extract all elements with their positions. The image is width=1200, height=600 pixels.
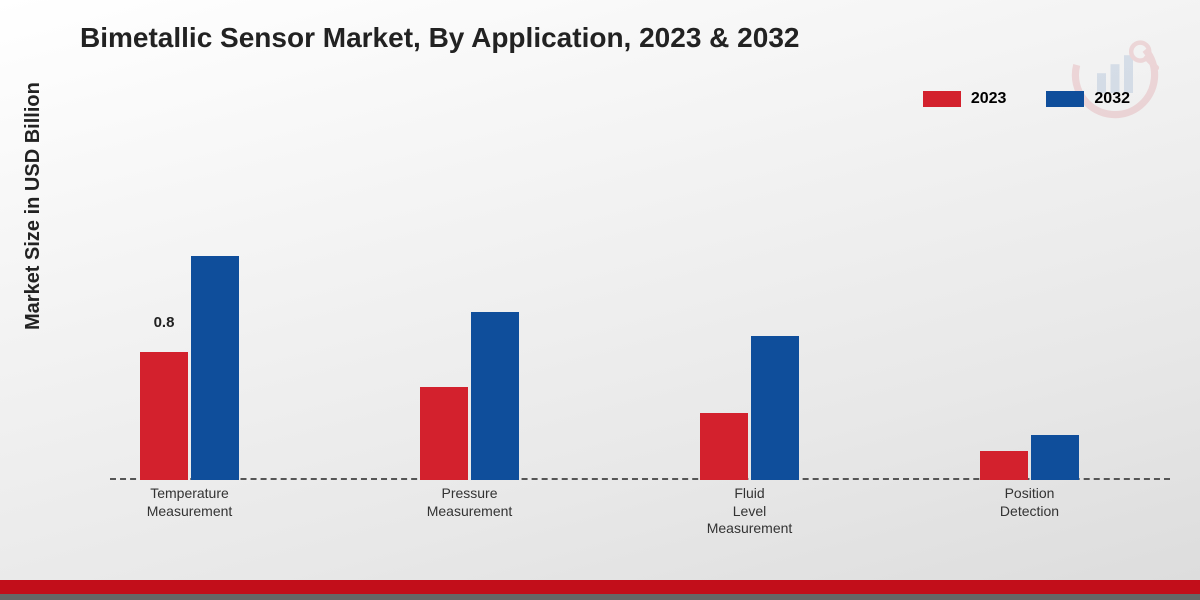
footer-red-stripe: [0, 580, 1200, 594]
bar-group: [700, 336, 799, 480]
bar-value-label: 0.8: [154, 314, 175, 331]
x-axis-category-label: Position Detection: [1000, 485, 1059, 520]
bar-group: [420, 312, 519, 480]
legend-item-2023: 2023: [923, 90, 1007, 108]
bar-2032: [471, 312, 519, 480]
x-axis-category-label: Fluid Level Measurement: [707, 485, 793, 538]
bar-2032: [1031, 435, 1079, 480]
legend: 2023 2032: [923, 90, 1130, 108]
footer-bar: [0, 580, 1200, 600]
bar-2023: [700, 413, 748, 480]
bar-group: [140, 256, 239, 480]
bar-2032: [751, 336, 799, 480]
bar-2023: [140, 352, 188, 480]
watermark-bar-icon: [1124, 55, 1133, 93]
x-axis-category-label: Temperature Measurement: [147, 485, 233, 520]
legend-swatch-2032: [1046, 91, 1084, 107]
chart-area: 0.8: [110, 160, 1170, 480]
bar-2023: [980, 451, 1028, 480]
bar-2023: [420, 387, 468, 480]
legend-label-2023: 2023: [971, 90, 1007, 108]
x-axis-category-label: Pressure Measurement: [427, 485, 513, 520]
legend-label-2032: 2032: [1094, 90, 1130, 108]
legend-swatch-2023: [923, 91, 961, 107]
watermark-bar-icon: [1111, 64, 1120, 93]
chart-title: Bimetallic Sensor Market, By Application…: [80, 22, 799, 54]
y-axis-label: Market Size in USD Billion: [22, 82, 45, 330]
chart-page: Bimetallic Sensor Market, By Application…: [0, 0, 1200, 600]
plot-area: 0.8: [110, 160, 1170, 480]
footer-grey-stripe: [0, 594, 1200, 600]
bar-2032: [191, 256, 239, 480]
bar-group: [980, 435, 1079, 480]
legend-item-2032: 2032: [1046, 90, 1130, 108]
